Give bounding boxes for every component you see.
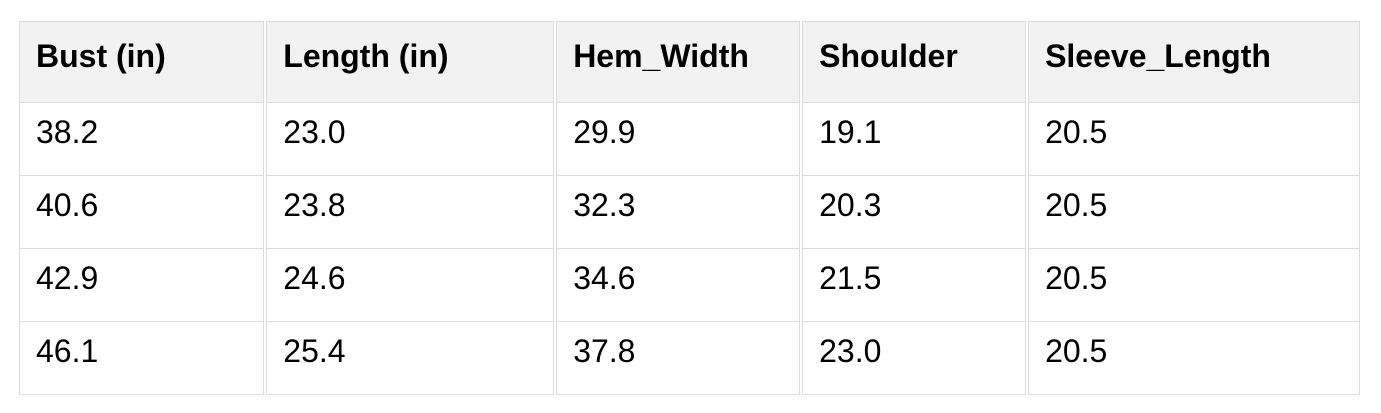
column-header-sleeve-length: Sleeve_Length [1028, 21, 1360, 103]
column-header-shoulder: Shoulder [802, 21, 1027, 103]
table-cell: 20.5 [1028, 322, 1360, 395]
column-header-length-in: Length (in) [266, 21, 555, 103]
table-header-row: Bust (in) Length (in) Hem_Width Shoulder Sle… [19, 21, 1360, 103]
table-cell: 42.9 [19, 249, 265, 322]
table-cell: 20.3 [802, 176, 1027, 249]
measurements-table: Bust (in) Length (in) Hem_Width Shoulder Sle… [17, 21, 1362, 395]
column-header-hem-width: Hem_Width [556, 21, 801, 103]
table-cell: 24.6 [266, 249, 555, 322]
table-cell: 40.6 [19, 176, 265, 249]
table-cell: 19.1 [802, 103, 1027, 176]
table-row: 38.2 23.0 29.9 19.1 20.5 [19, 103, 1360, 176]
table-cell: 23.0 [266, 103, 555, 176]
column-header-bust-in: Bust (in) [19, 21, 265, 103]
table-cell: 25.4 [266, 322, 555, 395]
table-cell: 23.8 [266, 176, 555, 249]
table-cell: 46.1 [19, 322, 265, 395]
table-cell: 21.5 [802, 249, 1027, 322]
table-cell: 20.5 [1028, 103, 1360, 176]
table-row: 46.1 25.4 37.8 23.0 20.5 [19, 322, 1360, 395]
table-cell: 32.3 [556, 176, 801, 249]
table-cell: 23.0 [802, 322, 1027, 395]
table-row: 40.6 23.8 32.3 20.3 20.5 [19, 176, 1360, 249]
table-cell: 34.6 [556, 249, 801, 322]
table-cell: 38.2 [19, 103, 265, 176]
table-cell: 20.5 [1028, 249, 1360, 322]
table-row: 42.9 24.6 34.6 21.5 20.5 [19, 249, 1360, 322]
table-cell: 29.9 [556, 103, 801, 176]
table-cell: 20.5 [1028, 176, 1360, 249]
table-cell: 37.8 [556, 322, 801, 395]
